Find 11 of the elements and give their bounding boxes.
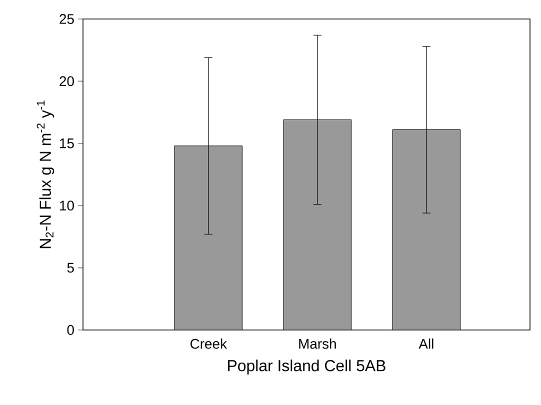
y-tick-label: 10 (60, 200, 74, 211)
y-tick-label: 20 (60, 76, 74, 86)
y-tick-label: 5 (67, 262, 74, 273)
x-axis-title: Poplar Island Cell 5AB (228, 360, 386, 374)
y-tick-label: 0 (67, 325, 74, 335)
x-tick-label: Marsh (299, 338, 336, 349)
y-tick-label: 25 (60, 14, 74, 24)
x-tick-label: All (418, 338, 434, 349)
x-tick-label: Creek (190, 338, 227, 349)
y-tick-label: 15 (60, 138, 74, 148)
y-axis-title: N$_{2}$-N Flux g N m$^{-2}$ y$^{-1}$ (36, 100, 54, 248)
